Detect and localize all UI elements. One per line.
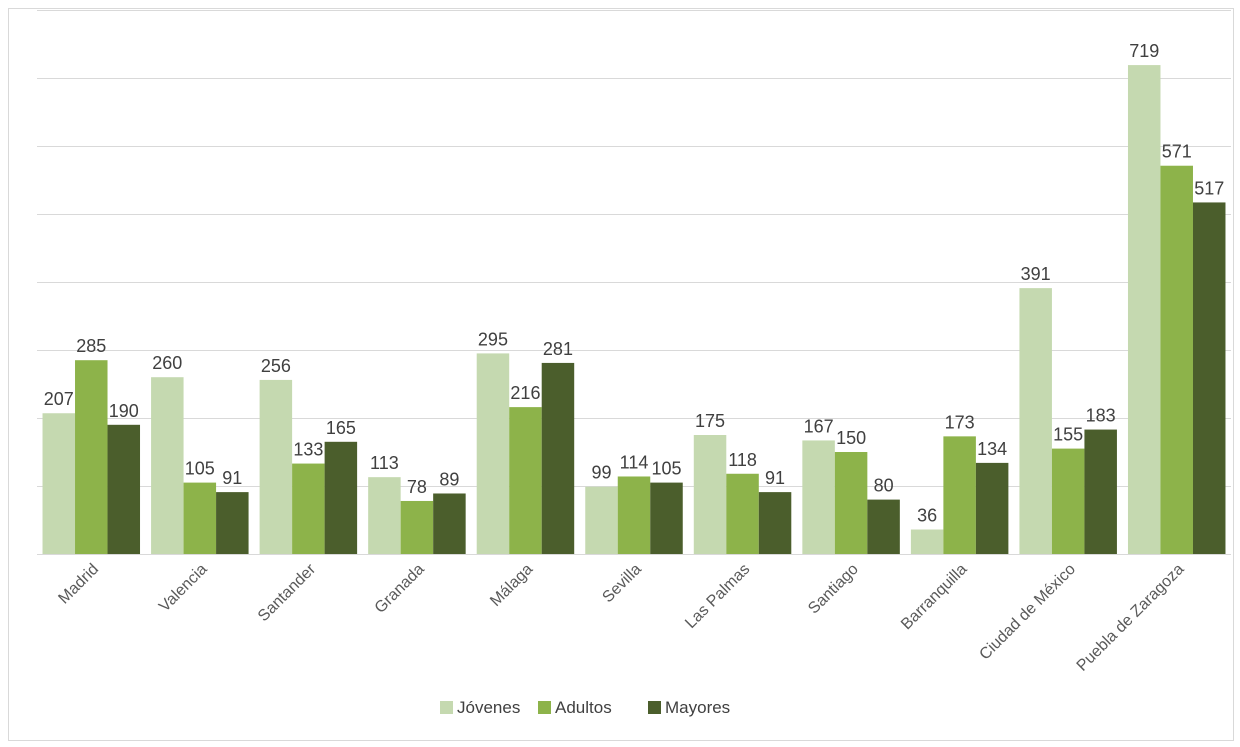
data-label: 165: [326, 418, 356, 438]
bar-jóvenes-5: [585, 486, 618, 554]
legend-swatch-adultos: [538, 701, 551, 714]
x-tick-label: Granada: [372, 561, 428, 617]
data-label: 216: [510, 383, 540, 403]
data-label: 260: [152, 353, 182, 373]
bar-adultos-2: [292, 463, 325, 554]
data-label: 105: [185, 459, 215, 479]
data-label: 256: [261, 356, 291, 376]
bar-adultos-1: [183, 482, 217, 554]
bars: [42, 65, 1226, 554]
x-tick-label: Madrid: [55, 561, 102, 608]
x-tick-label: Málaga: [487, 561, 536, 610]
bar-jóvenes-7: [802, 440, 835, 554]
data-label: 113: [370, 453, 399, 473]
legend-label: Jóvenes: [457, 698, 520, 717]
bar-jóvenes-2: [259, 379, 293, 554]
bar-jóvenes-6: [693, 435, 727, 554]
data-label: 175: [695, 411, 725, 431]
bar-jóvenes-3: [368, 477, 401, 554]
data-label: 78: [407, 477, 427, 497]
bar-mayores-3: [433, 493, 466, 554]
bar-mayores-8: [975, 462, 1009, 554]
data-label: 183: [1086, 406, 1116, 426]
x-tick-label: Barranquilla: [898, 561, 970, 633]
bar-jóvenes-9: [1019, 288, 1052, 554]
bar-jóvenes-1: [151, 377, 184, 554]
x-tick-label: Ciudad de México: [976, 561, 1079, 664]
data-label: 281: [543, 339, 573, 359]
bar-mayores-2: [324, 441, 358, 554]
bar-adultos-5: [617, 476, 651, 554]
bar-jóvenes-8: [910, 529, 944, 554]
data-label: 36: [917, 506, 937, 526]
bar-mayores-0: [107, 424, 141, 554]
bar-adultos-10: [1160, 165, 1193, 554]
bar-adultos-6: [726, 473, 759, 554]
data-label: 285: [76, 336, 106, 356]
legend-swatch-mayores: [648, 701, 661, 714]
data-label: 391: [1021, 264, 1051, 284]
data-label: 207: [44, 389, 74, 409]
bar-mayores-6: [758, 492, 792, 554]
data-label: 99: [591, 463, 611, 483]
data-label: 133: [293, 440, 323, 460]
bar-mayores-9: [1084, 429, 1117, 554]
data-label: 719: [1129, 41, 1159, 61]
data-label: 89: [439, 469, 459, 489]
x-tick-label: Sevilla: [599, 561, 644, 606]
data-label: 105: [651, 459, 681, 479]
data-label: 190: [109, 401, 139, 421]
legend-label: Adultos: [555, 698, 612, 717]
bar-mayores-7: [867, 499, 900, 554]
data-label: 150: [836, 428, 866, 448]
data-label: 173: [945, 412, 975, 432]
bar-adultos-9: [1051, 448, 1085, 554]
bar-mayores-10: [1192, 202, 1226, 554]
bar-jóvenes-10: [1127, 65, 1161, 554]
bar-mayores-1: [216, 492, 249, 554]
bar-mayores-5: [650, 482, 683, 554]
data-label: 134: [977, 439, 1007, 459]
data-label: 571: [1162, 142, 1192, 162]
data-label: 91: [765, 468, 785, 488]
data-label: 118: [728, 450, 757, 470]
data-label: 295: [478, 329, 508, 349]
x-tick-label: Puebla de Zaragoza: [1074, 561, 1188, 675]
data-label: 91: [222, 468, 242, 488]
bar-mayores-4: [541, 362, 575, 554]
bar-adultos-3: [400, 500, 434, 554]
bar-adultos-4: [509, 407, 542, 554]
bar-adultos-7: [834, 452, 868, 554]
data-label: 114: [620, 452, 649, 472]
data-label: 517: [1194, 178, 1224, 198]
data-label: 167: [804, 416, 834, 436]
bar-adultos-8: [943, 436, 976, 554]
bar-jóvenes-4: [476, 353, 510, 554]
legend: Jóvenes Adultos Mayores: [440, 698, 730, 717]
legend-label: Mayores: [665, 698, 730, 717]
legend-swatch-jóvenes: [440, 701, 453, 714]
x-tick-label: Las Palmas: [682, 561, 753, 632]
x-tick-label: Santander: [255, 560, 320, 625]
bar-jóvenes-0: [42, 413, 76, 554]
data-label: 80: [874, 476, 894, 496]
x-tick-label: Valencia: [156, 561, 211, 616]
x-axis-labels: Madrid Valencia Santander Granada Málaga Sevi…: [55, 560, 1187, 674]
data-label: 155: [1053, 425, 1083, 445]
bar-adultos-0: [75, 360, 108, 554]
x-tick-label: Santiago: [805, 561, 862, 618]
